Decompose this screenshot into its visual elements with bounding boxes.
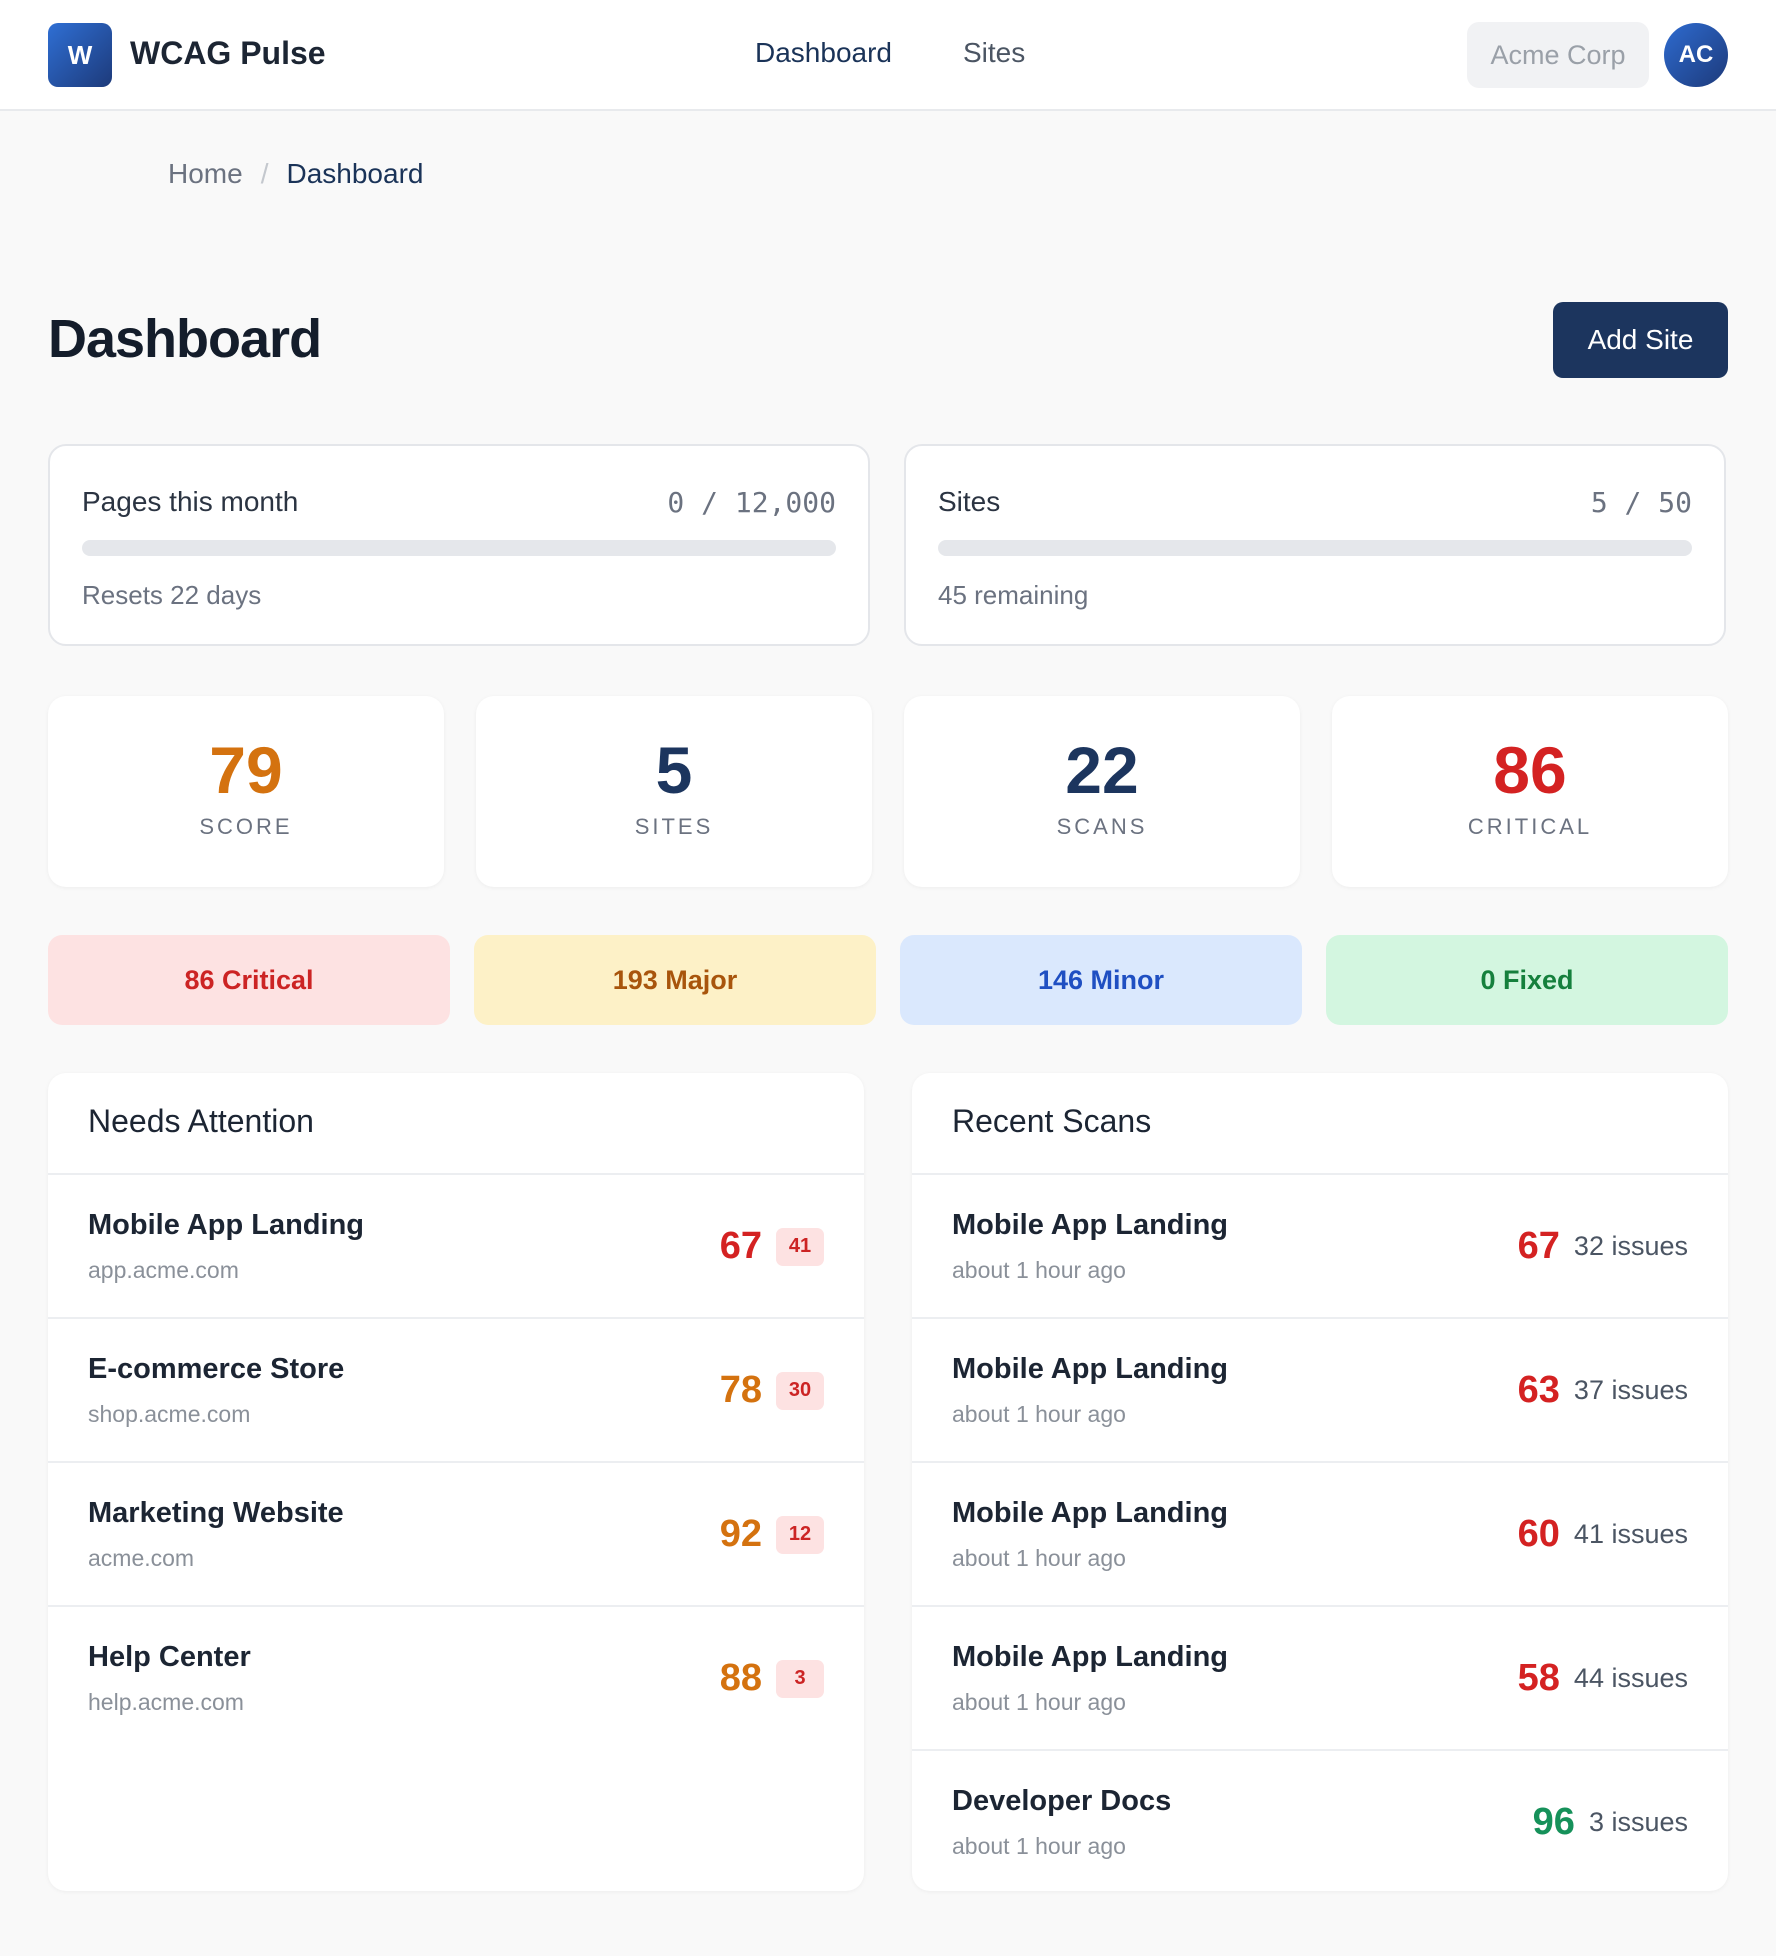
critical-count-badge: 41 <box>776 1227 824 1266</box>
breadcrumb: Home / Dashboard <box>168 158 423 190</box>
scan-issues: 41 issues <box>1573 1519 1688 1549</box>
scan-score: 63 <box>1517 1369 1560 1411</box>
org-switcher[interactable]: Acme Corp <box>1467 22 1649 88</box>
scan-issues: 32 issues <box>1573 1231 1688 1261</box>
scan-score: 60 <box>1517 1513 1560 1555</box>
scan-issues: 44 issues <box>1573 1663 1688 1693</box>
stat-value: 5 <box>655 733 693 807</box>
breadcrumb-current: Dashboard <box>286 158 424 189</box>
stat-label: SITES <box>634 814 714 839</box>
scan-row[interactable]: Mobile App Landing about 1 hour ago 58 4… <box>912 1607 1728 1751</box>
add-site-button[interactable]: Add Site <box>1553 302 1728 378</box>
usage-label: Sites <box>938 486 1001 517</box>
scan-score: 67 <box>1517 1225 1560 1267</box>
scan-issues: 37 issues <box>1573 1375 1688 1405</box>
usage-note: Resets 22 days <box>82 580 262 610</box>
stat-value: 22 <box>1065 733 1139 807</box>
severity-major-pill[interactable]: 193 Major <box>474 935 876 1025</box>
stat-card-scans: 22 SCANS <box>904 696 1300 887</box>
site-score: 92 <box>719 1513 762 1555</box>
severity-fixed-pill[interactable]: 0 Fixed <box>1326 935 1728 1025</box>
scan-site-name: Developer Docs <box>952 1785 1172 1817</box>
site-name: Help Center <box>88 1641 251 1673</box>
severity-minor-pill[interactable]: 146 Minor <box>900 935 1302 1025</box>
severity-critical-pill[interactable]: 86 Critical <box>48 935 450 1025</box>
scan-site-name: Mobile App Landing <box>952 1209 1228 1241</box>
breadcrumb-separator: / <box>260 158 269 189</box>
site-domain: shop.acme.com <box>88 1401 251 1427</box>
scan-row[interactable]: Mobile App Landing about 1 hour ago 67 3… <box>912 1175 1728 1319</box>
site-name: Mobile App Landing <box>88 1209 364 1241</box>
scan-row[interactable]: Developer Docs about 1 hour ago 96 3 iss… <box>912 1751 1728 1891</box>
usage-label: Pages this month <box>82 486 299 517</box>
usage-value: 5 / 50 <box>1590 486 1692 519</box>
scan-score: 58 <box>1517 1657 1560 1699</box>
site-domain: app.acme.com <box>88 1257 239 1283</box>
scan-time: about 1 hour ago <box>952 1689 1126 1715</box>
critical-count-badge: 30 <box>776 1371 824 1410</box>
usage-card-pages: Pages this month 0 / 12,000 Resets 22 da… <box>48 444 870 646</box>
scan-time: about 1 hour ago <box>952 1833 1126 1859</box>
needs-attention-list: Mobile App Landing app.acme.com 67 41 E-… <box>48 1173 864 1751</box>
page-title: Dashboard <box>48 309 322 369</box>
site-row[interactable]: Marketing Website acme.com 92 12 <box>48 1463 864 1607</box>
stat-value: 79 <box>209 733 283 807</box>
panel-title: Needs Attention <box>88 1103 314 1139</box>
scan-row[interactable]: Mobile App Landing about 1 hour ago 60 4… <box>912 1463 1728 1607</box>
stat-label: CRITICAL <box>1467 814 1593 839</box>
usage-value: 0 / 12,000 <box>667 486 836 519</box>
scan-time: about 1 hour ago <box>952 1401 1126 1427</box>
recent-scans-list: Mobile App Landing about 1 hour ago 67 3… <box>912 1173 1728 1891</box>
site-name: E-commerce Store <box>88 1353 345 1385</box>
critical-count-badge: 3 <box>776 1659 824 1698</box>
site-score: 88 <box>719 1657 762 1699</box>
stat-value: 86 <box>1493 733 1567 807</box>
user-avatar[interactable]: AC <box>1664 23 1728 87</box>
site-score: 67 <box>719 1225 762 1267</box>
site-domain: help.acme.com <box>88 1689 244 1715</box>
scan-site-name: Mobile App Landing <box>952 1497 1228 1529</box>
site-domain: acme.com <box>88 1545 195 1571</box>
scan-time: about 1 hour ago <box>952 1545 1126 1571</box>
site-score: 78 <box>719 1369 762 1411</box>
site-row[interactable]: Help Center help.acme.com 88 3 <box>48 1607 864 1751</box>
stat-card-sites: 5 SITES <box>476 696 872 887</box>
stat-card-score: 79 SCORE <box>48 696 444 887</box>
stat-card-critical: 86 CRITICAL <box>1332 696 1728 887</box>
site-row[interactable]: E-commerce Store shop.acme.com 78 30 <box>48 1319 864 1463</box>
panel-title: Recent Scans <box>952 1103 1152 1139</box>
recent-scans-panel: Recent Scans Mobile App Landing about 1 … <box>912 1073 1728 1891</box>
usage-progress-bar <box>82 540 836 556</box>
app-name[interactable]: WCAG Pulse <box>130 35 326 71</box>
needs-attention-panel: Needs Attention Mobile App Landing app.a… <box>48 1073 864 1891</box>
site-name: Marketing Website <box>88 1497 344 1529</box>
scan-time: about 1 hour ago <box>952 1257 1126 1283</box>
stat-label: SCANS <box>1056 814 1148 839</box>
stat-label: SCORE <box>199 814 293 839</box>
nav-dashboard[interactable]: Dashboard <box>755 37 892 68</box>
top-navbar: W WCAG Pulse Dashboard Sites Acme Corp A… <box>0 0 1776 111</box>
app-logo[interactable]: W <box>48 23 112 87</box>
breadcrumb-home[interactable]: Home <box>168 158 243 189</box>
usage-card-sites: Sites 5 / 50 45 remaining <box>904 444 1726 646</box>
scan-site-name: Mobile App Landing <box>952 1353 1228 1385</box>
usage-progress-bar <box>938 540 1692 556</box>
site-row[interactable]: Mobile App Landing app.acme.com 67 41 <box>48 1175 864 1319</box>
critical-count-badge: 12 <box>776 1515 824 1554</box>
scan-site-name: Mobile App Landing <box>952 1641 1228 1673</box>
usage-note: 45 remaining <box>938 580 1089 610</box>
nav-sites[interactable]: Sites <box>963 37 1026 68</box>
scan-row[interactable]: Mobile App Landing about 1 hour ago 63 3… <box>912 1319 1728 1463</box>
scan-issues: 3 issues <box>1588 1807 1688 1837</box>
scan-score: 96 <box>1532 1801 1575 1843</box>
